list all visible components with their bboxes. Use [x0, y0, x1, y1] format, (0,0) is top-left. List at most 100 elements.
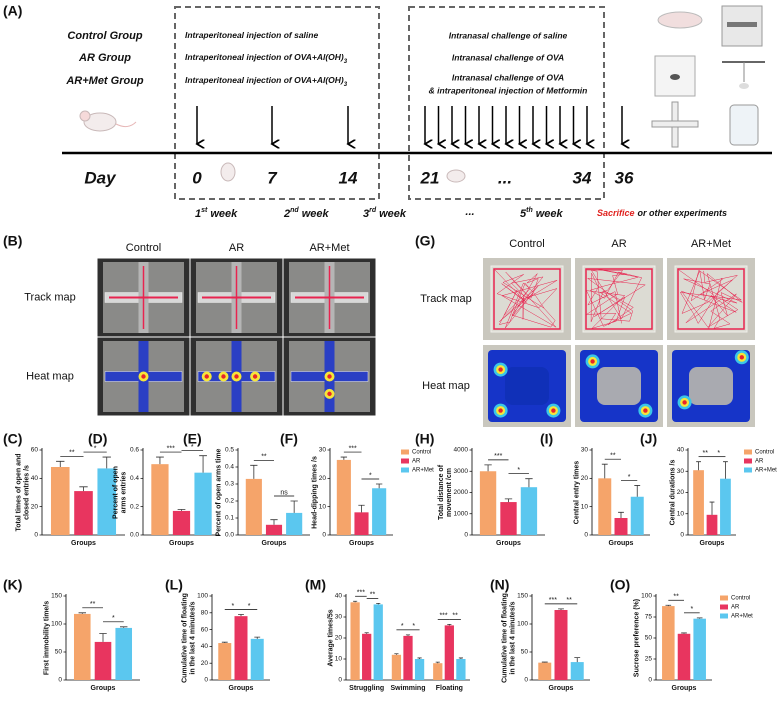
week-number: 2: [283, 208, 290, 220]
significance-label: *: [517, 467, 520, 474]
error-bar: [681, 632, 687, 634]
heat-spot: [551, 408, 556, 413]
y-axis-label: Average times/5s: [327, 609, 334, 666]
significance-label: **: [610, 453, 616, 460]
panel-label: (B): [3, 233, 22, 249]
error-bar: [340, 456, 348, 460]
bar: [336, 459, 351, 535]
y-tick-label: 20: [335, 635, 343, 642]
legend-swatch: [401, 467, 409, 473]
significance-label: ***: [349, 445, 357, 452]
bar: [372, 488, 387, 535]
heat-spot: [327, 374, 332, 379]
y-tick-label: 100: [641, 593, 652, 600]
legend-swatch: [401, 458, 409, 464]
bar: [662, 606, 675, 680]
sacrifice: Sacrifice: [597, 208, 635, 218]
significance-label: *: [94, 445, 97, 452]
heat-spot: [252, 374, 258, 379]
heat-spot: [643, 408, 648, 413]
y-tick-label: 100: [51, 621, 62, 628]
significance-label: *: [690, 606, 693, 613]
legend-label: AR: [755, 459, 764, 465]
error-bar: [102, 456, 111, 469]
error-bar: [394, 653, 399, 655]
x-axis-label: Groups: [169, 540, 194, 547]
week-number: 1: [195, 208, 201, 220]
x-tick-label: Swimming: [390, 685, 425, 692]
legend-label: AR: [412, 459, 421, 465]
bar: [354, 512, 369, 535]
protocol-text: Intranasal challenge of saline: [449, 30, 568, 40]
bar: [677, 633, 691, 680]
error-bar: [250, 464, 258, 479]
significance-label: **: [452, 613, 458, 620]
error-bar: [221, 641, 228, 644]
y-tick-label: 0: [338, 677, 342, 684]
panel-label: (A): [3, 3, 22, 19]
y-axis-label: Percent of open: [113, 466, 120, 519]
y-axis-label: closed entries /s: [23, 465, 30, 520]
bar: [720, 478, 731, 535]
y-tick-label: 25: [645, 656, 653, 663]
legend-label: AR: [731, 605, 740, 611]
error-bar: [417, 657, 422, 659]
y-tick-label: 80: [201, 610, 209, 617]
legend-swatch: [744, 458, 752, 464]
significance-label: ***: [167, 445, 175, 452]
error-bar: [558, 608, 564, 610]
legend-swatch: [720, 604, 728, 610]
column-header: Control: [126, 242, 161, 254]
x-tick-label: Struggling: [349, 685, 384, 692]
x-axis-label: Groups: [349, 540, 374, 547]
error-bar: [665, 604, 672, 607]
error-bar: [504, 498, 513, 503]
y-tick-label: 40: [201, 643, 209, 650]
significance-label: **: [69, 450, 75, 457]
protocol-text: Intranasal challenge of OVA: [452, 72, 564, 82]
arena-center: [689, 367, 733, 405]
sensitization-box: [174, 6, 380, 200]
y-tick-label: 50: [645, 635, 653, 642]
legend-label: AR+Met: [755, 468, 777, 474]
group-label: AR Group: [78, 52, 131, 64]
track: [585, 268, 646, 329]
panel-label: (O): [610, 577, 630, 593]
track-map-image: [189, 257, 284, 338]
significance-label: *: [191, 444, 194, 451]
track-map-image: [667, 258, 755, 340]
x-axis-label: Groups: [672, 685, 697, 692]
column-header: AR: [229, 242, 244, 254]
week-suffix: nd: [290, 207, 299, 214]
error-bar: [119, 626, 128, 628]
legend-swatch: [720, 595, 728, 601]
protocol-text: Intraperitoneal injection of OVA+Al(OH)3: [185, 75, 348, 87]
error-bar: [78, 612, 87, 614]
week-suffix: rd: [369, 207, 377, 214]
legend-label: Control: [731, 596, 750, 602]
error-bar: [723, 461, 728, 479]
y-tick-label: 3000: [454, 468, 469, 475]
legend-label: Control: [755, 450, 774, 456]
column-header: AR: [611, 238, 626, 250]
panel-label: (N): [490, 577, 509, 593]
day-label: Day: [84, 168, 117, 187]
subscript: 3: [344, 82, 348, 88]
y-tick-label: 50: [521, 649, 529, 656]
legend-swatch: [720, 613, 728, 619]
track: [494, 269, 558, 329]
track: [677, 268, 745, 330]
day: 34: [573, 168, 592, 187]
arena-center: [597, 367, 641, 405]
bar: [245, 478, 262, 535]
y-tick-label: 0: [680, 532, 684, 539]
significance-label: ns: [280, 489, 288, 496]
week-word: week: [210, 208, 238, 220]
bar: [570, 662, 584, 680]
error-bar: [541, 661, 548, 663]
bar: [73, 613, 91, 680]
y-tick-label: 0: [34, 532, 38, 539]
protocol-text: Intraperitoneal injection of saline: [185, 30, 318, 40]
heat-map-image: [575, 345, 663, 427]
